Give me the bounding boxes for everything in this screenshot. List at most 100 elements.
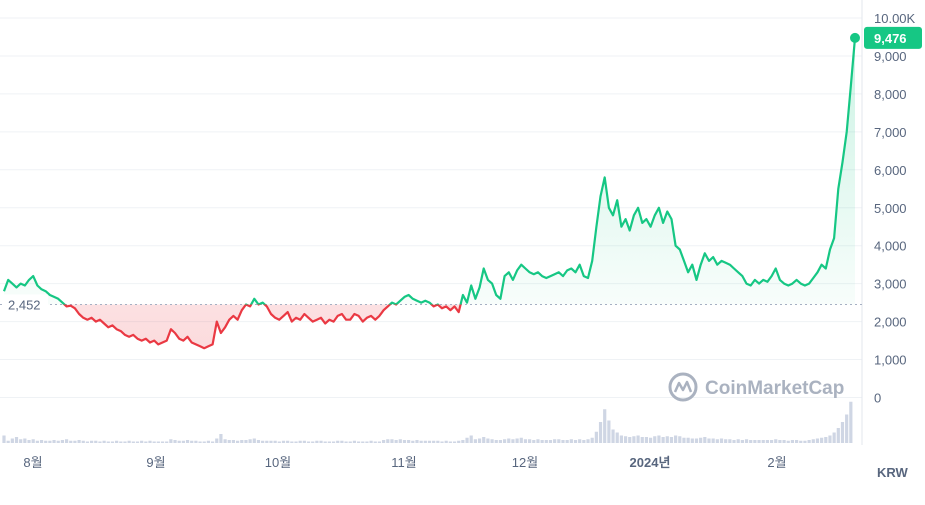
volume-bar [778, 440, 782, 443]
volume-bar [548, 440, 553, 443]
volume-bar [415, 440, 419, 443]
volume-bar [10, 438, 14, 443]
volume-bar [336, 440, 340, 443]
volume-bar [369, 440, 373, 443]
volume-bar [573, 440, 578, 443]
volume-bar [302, 440, 306, 443]
volume-bar [19, 439, 23, 443]
x-tick-label: 10월 [265, 455, 291, 470]
volume-bar [48, 440, 52, 443]
volume-bar [102, 440, 106, 443]
volume-bar [669, 437, 674, 443]
volume-bar [774, 439, 778, 443]
volume-bar [165, 441, 169, 443]
volume-bar [23, 438, 27, 443]
volume-bar [540, 440, 544, 443]
volume-bar [724, 439, 728, 443]
x-tick-label: 12월 [512, 455, 538, 470]
volume-bar [444, 440, 448, 443]
volume-bar [528, 439, 532, 443]
volume-bar [494, 440, 498, 443]
price-area-fill [4, 37, 855, 349]
volume-bar [148, 440, 152, 443]
volume-bar [682, 437, 686, 443]
current-price-badge: 9,476 [864, 26, 922, 49]
volume-bar [240, 440, 244, 443]
volume-bar [582, 440, 586, 443]
volume-bar [482, 437, 486, 443]
volume-bar [261, 440, 265, 443]
y-tick-label: 10.00K [874, 11, 916, 26]
volume-bar [398, 439, 402, 443]
volume-bar [210, 441, 215, 443]
volume-bar [811, 439, 815, 443]
volume-bar [565, 440, 569, 443]
volume-bar [719, 438, 724, 443]
volume-bar [432, 440, 436, 443]
volume-bar [106, 441, 110, 443]
volume-bar [77, 440, 81, 443]
volume-bar [657, 435, 661, 443]
volume-bar [131, 441, 135, 443]
x-tick-label: 11월 [391, 455, 416, 470]
volume-bar [202, 441, 206, 443]
volume-bar [786, 440, 790, 443]
volume-bar [94, 440, 98, 443]
volume-bar [306, 441, 311, 443]
volume-bar [461, 440, 465, 443]
volume-bar [536, 439, 540, 443]
volume-bar [511, 439, 515, 443]
volume-bar [532, 440, 536, 443]
volume-bar [715, 439, 719, 443]
volume-bar [215, 438, 219, 443]
volume-bar [248, 439, 252, 443]
volume-bar [198, 441, 202, 443]
volume-bar [448, 441, 452, 443]
volume-bar [828, 435, 832, 443]
volume-bar [277, 441, 281, 443]
coinmarketcap-watermark: CoinMarketCap [668, 372, 844, 402]
volume-bar [490, 439, 494, 443]
volume-bar [419, 440, 423, 443]
volume-bar [707, 438, 711, 443]
volume-bar [69, 440, 73, 443]
volume-bar [824, 437, 828, 443]
volume-bar [315, 440, 319, 443]
volume-bar [98, 441, 102, 443]
volume-bar [840, 422, 845, 443]
volume-bar [561, 440, 565, 443]
y-tick-label: 3,000 [874, 277, 907, 292]
volume-bar [661, 437, 665, 443]
y-tick-label: 9,000 [874, 49, 907, 64]
volume-bar [144, 441, 148, 443]
volume-bar [39, 440, 44, 443]
volume-bar [648, 437, 653, 443]
volume-bar [703, 437, 707, 443]
volume-bar [694, 438, 699, 443]
volume-bar [440, 441, 444, 443]
baseline-value: 2,452 [8, 297, 41, 312]
y-axis-ticks: 0 1,000 2,000 3,000 4,000 5,000 6,000 7,000 8,00… [874, 11, 916, 406]
y-tick-label: 8,000 [874, 87, 907, 102]
volume-bar [219, 434, 223, 443]
y-tick-label: 7,000 [874, 125, 907, 140]
volume-bar [423, 440, 427, 443]
volume-bar [181, 440, 185, 443]
volume-bar [35, 440, 39, 443]
volume-bar [611, 429, 615, 443]
volume-bar [486, 438, 490, 443]
volume-bar [452, 441, 457, 443]
volume-bar [761, 440, 765, 443]
volume-bar [152, 441, 156, 443]
volume-bar [411, 440, 415, 443]
volume-bar [457, 440, 461, 443]
volume-bar [386, 439, 390, 443]
y-tick-label: 0 [874, 391, 881, 406]
volume-bar [6, 440, 10, 443]
volume-bar [344, 441, 348, 443]
x-tick-label: 8월 [23, 455, 42, 470]
x-tick-label: 9월 [146, 455, 165, 470]
volume-bar [60, 440, 65, 443]
